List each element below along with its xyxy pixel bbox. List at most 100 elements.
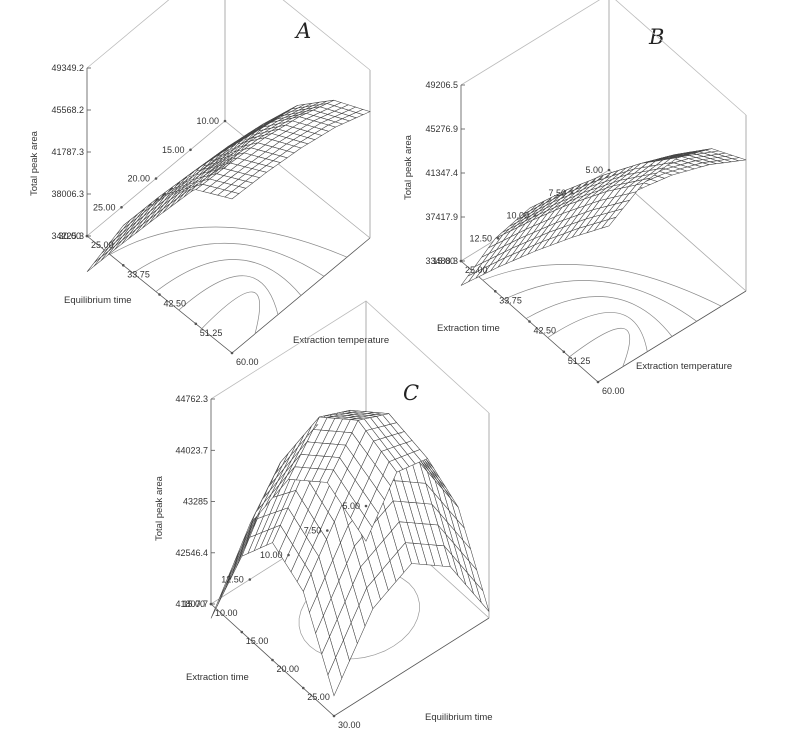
x-tick-label-c: 10.00 xyxy=(215,608,238,618)
x-axis-label-b: Extraction temperature xyxy=(636,361,732,372)
z-tick-label-b: 33488.3 xyxy=(425,256,458,266)
surface-plot-b: B Total peak area Extraction time Extrac… xyxy=(403,0,747,396)
y-tick-label-a: 25.00 xyxy=(93,202,116,212)
surface-cell-b xyxy=(460,272,476,286)
x-tick-mark-c xyxy=(240,630,244,634)
z-tick-label-c: 44762.3 xyxy=(175,394,208,404)
x-tick-label-b: 60.00 xyxy=(602,386,625,396)
y-tick-mark-c xyxy=(364,504,368,508)
z-axis-label-c: Total peak area xyxy=(154,475,165,541)
x-tick-label-a: 51.25 xyxy=(200,328,223,338)
z-tick-label-c: 44023.7 xyxy=(175,445,208,455)
panel-label-c: C xyxy=(403,381,419,405)
z-tick-label-b: 41347.4 xyxy=(425,168,458,178)
y-tick-mark-c xyxy=(248,578,252,581)
z-tick-label-b: 49206.5 xyxy=(425,80,458,90)
z-axis-label-b: Total peak area xyxy=(403,134,414,200)
x-tick-label-b: 33.75 xyxy=(499,295,522,305)
y-axis-label-c: Extraction time xyxy=(186,672,249,683)
x-tick-mark-b xyxy=(528,320,531,323)
y-axis-label-a: Equilibrium time xyxy=(64,295,132,306)
z-tick-label-b: 45276.9 xyxy=(425,124,458,134)
x-tick-label-a: 42.50 xyxy=(164,299,187,309)
surface-cell-c xyxy=(210,587,226,619)
y-tick-label-c: 7.50 xyxy=(304,526,322,536)
x-tick-label-c: 15.00 xyxy=(246,636,269,646)
x-axis-label-a: Extraction temperature xyxy=(293,335,389,346)
surface-cell-a xyxy=(86,256,102,273)
x-tick-mark-a xyxy=(85,234,89,238)
surface-plot-c: C Total peak area Extraction time Equili… xyxy=(154,300,493,730)
y-tick-label-a: 30.00 xyxy=(58,231,81,241)
panel-label-a: A xyxy=(294,19,311,43)
y-tick-label-b: 15.00 xyxy=(432,256,455,266)
x-tick-mark-b xyxy=(596,380,600,384)
x-tick-mark-a xyxy=(230,351,234,355)
base-contours-b xyxy=(482,264,722,367)
x-tick-mark-b xyxy=(562,350,566,354)
x-tick-label-a: 25.00 xyxy=(91,240,114,250)
z-ticks-a: 34225.3 38006.3 41787.3 45568.2 49349.2 xyxy=(51,63,91,241)
z-tick-label-a: 34225.3 xyxy=(51,231,84,241)
surface-mesh-a xyxy=(86,99,371,273)
z-tick-label-a: 49349.2 xyxy=(51,63,84,73)
z-tick-label-a: 38006.3 xyxy=(51,189,84,199)
y-tick-mark-b xyxy=(496,237,500,240)
surface-mesh-b xyxy=(460,148,747,286)
x-tick-mark-c xyxy=(271,658,274,662)
y-tick-label-a: 20.00 xyxy=(127,174,150,184)
z-tick-label-a: 45568.2 xyxy=(51,105,84,115)
y-tick-mark-a xyxy=(154,177,158,180)
x-tick-label-a: 33.75 xyxy=(127,269,150,279)
z-tick-label-a: 41787.3 xyxy=(51,147,84,157)
x-tick-mark-a xyxy=(158,293,161,296)
x-tick-mark-b xyxy=(459,259,463,263)
surface-mesh-c xyxy=(210,409,490,697)
y-tick-label-c: 10.00 xyxy=(260,550,283,560)
x-ticks-b: 25.00 33.75 42.50 51.25 60.00 xyxy=(459,259,625,396)
x-ticks-a: 25.00 33.75 42.50 51.25 60.00 xyxy=(85,234,259,367)
z-tick-label-b: 37417.9 xyxy=(425,212,458,222)
x-tick-mark-c xyxy=(302,686,305,690)
y-tick-mark-c xyxy=(326,529,329,532)
y-tick-mark-c xyxy=(287,553,290,557)
x-ticks-c: 10.00 15.00 20.00 25.00 30.00 xyxy=(209,602,361,730)
y-tick-mark-b xyxy=(570,191,574,195)
x-tick-label-b: 42.50 xyxy=(534,326,557,336)
y-tick-label-a: 15.00 xyxy=(162,145,185,155)
x-tick-label-b: 51.25 xyxy=(568,356,591,366)
panel-label-b: B xyxy=(648,25,664,49)
y-tick-mark-b xyxy=(533,214,537,217)
base-contours-a xyxy=(109,226,348,334)
x-tick-mark-a xyxy=(194,322,198,326)
x-tick-mark-a xyxy=(122,264,125,267)
y-tick-mark-a xyxy=(189,148,192,152)
z-tick-label-c: 43285 xyxy=(183,497,208,507)
y-tick-label-c: 15.00 xyxy=(182,599,205,609)
y-tick-label-b: 7.50 xyxy=(548,188,566,198)
y-tick-label-b: 10.00 xyxy=(506,211,529,221)
y-tick-label-a: 10.00 xyxy=(196,116,219,126)
x-tick-label-b: 25.00 xyxy=(465,265,488,275)
y-tick-label-b: 5.00 xyxy=(585,165,603,175)
z-tick-label-c: 41807.7 xyxy=(175,599,208,609)
x-tick-label-c: 20.00 xyxy=(277,664,300,674)
surface-plot-a: A Total peak area Equilibrium time Extra… xyxy=(29,0,389,367)
y-tick-mark-a xyxy=(120,206,123,209)
x-tick-label-c: 30.00 xyxy=(338,720,361,730)
x-tick-label-c: 25.00 xyxy=(307,692,330,702)
z-ticks-c: 41807.7 42546.4 43285 44023.7 44762.3 xyxy=(175,394,215,609)
z-axis-label-a: Total peak area xyxy=(29,130,40,196)
x-tick-mark-c xyxy=(332,714,336,718)
y-axis-label-b: Extraction time xyxy=(437,323,500,334)
y-tick-label-b: 12.50 xyxy=(469,233,492,243)
z-ticks-b: 33488.3 37417.9 41347.4 45276.9 49206.5 xyxy=(425,80,465,266)
y-tick-mark-b xyxy=(607,168,611,172)
x-tick-mark-c xyxy=(209,602,213,606)
z-tick-label-c: 42546.4 xyxy=(175,548,208,558)
x-tick-label-a: 60.00 xyxy=(236,357,259,367)
x-axis-label-c: Equilibrium time xyxy=(425,712,493,723)
y-tick-label-c: 12.50 xyxy=(221,575,244,585)
y-tick-mark-a xyxy=(223,119,227,123)
